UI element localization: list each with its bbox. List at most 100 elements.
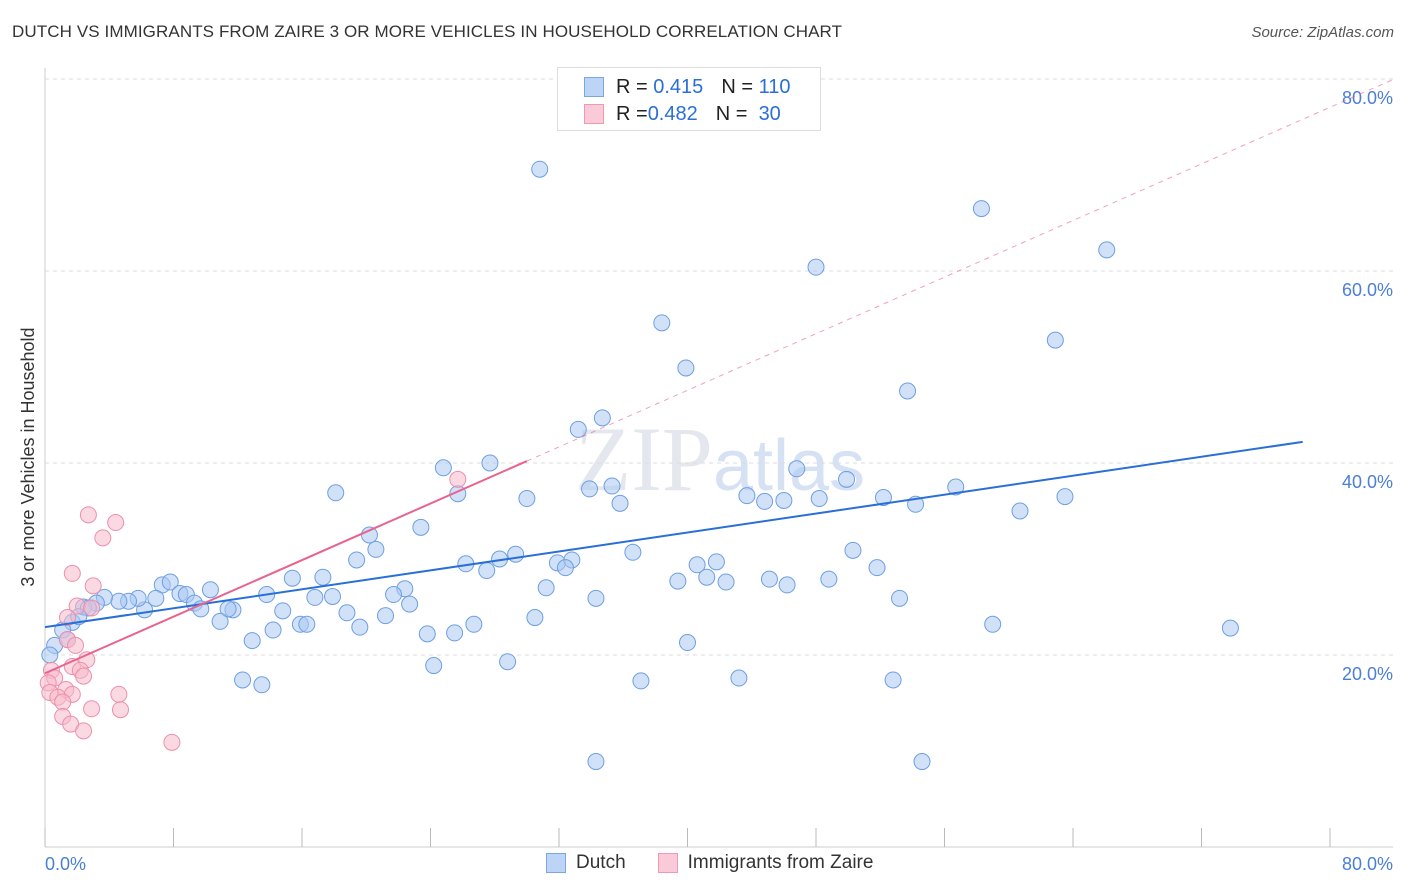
dutch-point xyxy=(717,573,735,591)
dutch-point xyxy=(1046,331,1064,349)
dutch-point xyxy=(838,470,856,488)
dutch-point xyxy=(1221,619,1239,637)
zaire-swatch xyxy=(657,853,678,873)
dutch-point xyxy=(679,634,696,652)
zaire-point xyxy=(84,577,102,595)
dutch-point xyxy=(367,540,385,558)
zaire-point xyxy=(449,470,467,488)
zaire-point xyxy=(94,529,112,547)
zaire-point xyxy=(79,506,97,524)
dutch-point xyxy=(760,570,778,588)
dutch-point xyxy=(810,490,828,508)
dutch-point xyxy=(274,602,292,620)
dutch-point xyxy=(283,569,301,587)
dutch-point xyxy=(478,562,496,580)
dutch-point xyxy=(211,612,229,630)
dutch-point xyxy=(327,484,345,502)
dutch-point xyxy=(110,592,128,610)
dutch-point xyxy=(348,551,366,569)
legend-row-dutch: R = 0.415 N = 110 xyxy=(584,74,790,100)
dutch-swatch xyxy=(546,853,566,873)
dutch-point xyxy=(537,579,555,597)
zaire-trend-extension xyxy=(526,78,1395,462)
dutch-point xyxy=(698,568,716,586)
dutch-point xyxy=(844,541,862,559)
dutch-point xyxy=(161,573,179,591)
zaire-point xyxy=(163,733,181,751)
zaire-point xyxy=(110,685,128,703)
dutch-point xyxy=(624,543,642,561)
y-tick-label: 40.0% xyxy=(1342,472,1393,492)
dutch-point xyxy=(234,671,252,689)
dutch-point xyxy=(556,559,574,577)
dutch-point xyxy=(243,632,261,650)
dutch-point xyxy=(587,589,605,607)
zaire-point xyxy=(58,609,76,627)
dutch-point xyxy=(632,672,650,690)
dutch-point xyxy=(677,359,695,377)
dutch-point xyxy=(377,607,395,625)
legend-r-value: 0.482 xyxy=(647,102,698,125)
dutch-point xyxy=(688,556,706,574)
zaire-point xyxy=(83,700,101,718)
dutch-point xyxy=(507,545,525,563)
dutch-point xyxy=(581,480,599,498)
y-tick-label: 20.0% xyxy=(1342,664,1393,684)
dutch-trend-line xyxy=(44,440,1303,629)
legend-box: R = 0.415 N = 110 R = 0.482 N = 30 xyxy=(557,67,821,131)
y-axis-label: 3 or more Vehicles in Household xyxy=(18,327,38,586)
dutch-point xyxy=(1098,241,1116,259)
zaire-point xyxy=(63,564,81,582)
legend-r-label: R = xyxy=(616,102,648,125)
dutch-point xyxy=(603,477,621,495)
dutch-point xyxy=(434,459,452,477)
dutch-point xyxy=(253,676,271,694)
dutch-point xyxy=(298,615,316,633)
dutch-point xyxy=(324,587,342,605)
dutch-point xyxy=(306,588,324,606)
dutch-point xyxy=(807,258,825,276)
dutch-point xyxy=(314,568,332,586)
watermark: ZIPatlas xyxy=(575,408,865,510)
legend-r-label: R = xyxy=(616,75,648,98)
dutch-point xyxy=(868,559,886,577)
legend-n-label: N = xyxy=(715,102,748,125)
legend-n-value: 30 xyxy=(758,102,781,125)
dutch-point xyxy=(730,669,748,687)
dutch-point xyxy=(1056,488,1074,506)
x-tick-label: 80.0% xyxy=(1342,854,1393,874)
dutch-point xyxy=(891,589,909,607)
legend-n-value: 110 xyxy=(758,75,791,98)
y-tick-label: 80.0% xyxy=(1342,88,1393,108)
dutch-point xyxy=(820,570,838,588)
dutch-point xyxy=(518,490,536,508)
dutch-point xyxy=(669,572,687,590)
dutch-point xyxy=(481,454,499,472)
dutch-point xyxy=(947,478,965,496)
zaire-point xyxy=(111,701,129,719)
dutch-point xyxy=(201,581,219,599)
legend-n-label: N = xyxy=(721,75,753,98)
dutch-point xyxy=(385,586,403,604)
dutch-point xyxy=(775,491,793,509)
dutch-point xyxy=(418,625,436,643)
zaire-point xyxy=(75,667,93,685)
source-label: Source: ZipAtlas.com xyxy=(1251,24,1394,41)
dutch-point xyxy=(1011,502,1029,520)
dutch-point xyxy=(874,489,892,507)
dutch-swatch xyxy=(584,77,604,97)
zaire-point xyxy=(54,693,72,711)
legend-dutch-label: Dutch xyxy=(576,852,626,873)
y-tick-label: 60.0% xyxy=(1342,280,1393,300)
dutch-point xyxy=(41,646,59,664)
zaire-point xyxy=(75,722,93,740)
chart-title: DUTCH VS IMMIGRANTS FROM ZAIRE 3 OR MORE… xyxy=(12,22,843,41)
dutch-point xyxy=(653,314,671,332)
dutch-point xyxy=(264,621,282,639)
legend-r-value: 0.415 xyxy=(653,75,704,98)
zaire-point xyxy=(67,636,85,654)
dutch-point xyxy=(972,200,990,218)
dutch-point xyxy=(446,624,464,642)
dutch-point xyxy=(788,460,806,478)
